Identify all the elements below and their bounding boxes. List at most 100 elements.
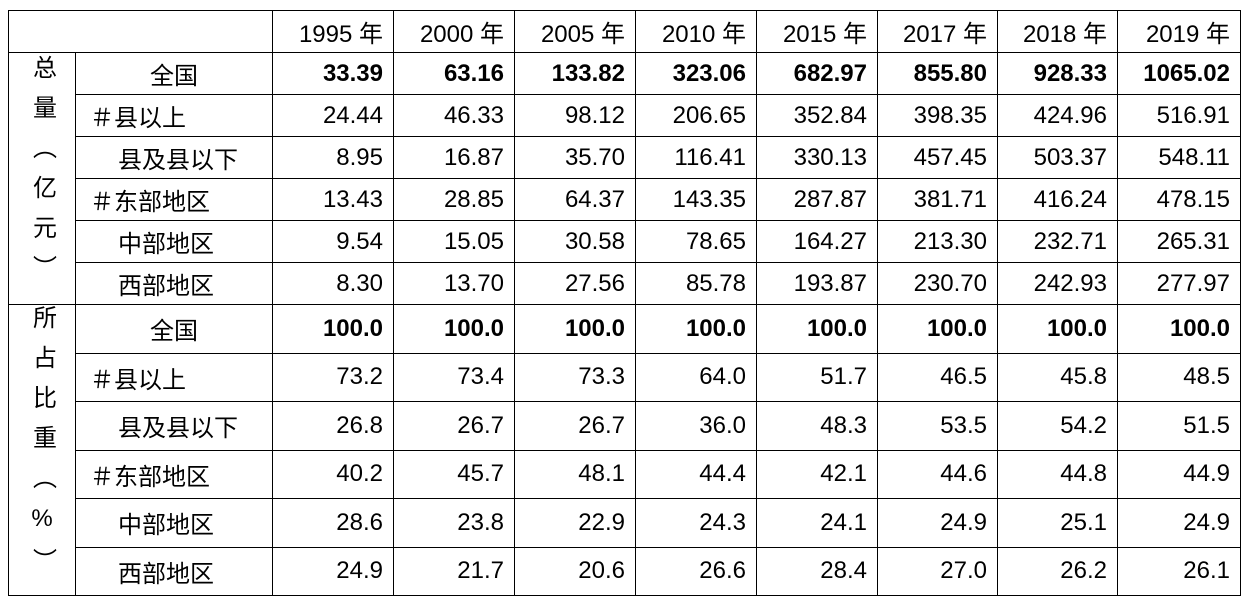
row-label: ＃东部地区 (75, 178, 273, 221)
year-header: 1995 年 (272, 10, 394, 53)
value-cell: 424.96 (997, 94, 1118, 137)
value-cell: 24.9 (272, 546, 394, 596)
value-cell: 13.43 (272, 178, 394, 221)
value-cell: 193.87 (756, 262, 878, 305)
value-cell: 24.9 (877, 498, 998, 548)
value-cell: 48.5 (1117, 352, 1241, 402)
header-row: 1995 年 2000 年 2005 年 2010 年 2015 年 2017 年 2018… (8, 10, 1241, 53)
value-cell: 213.30 (877, 220, 998, 263)
row-label: 中部地区 (75, 498, 273, 548)
value-cell: 46.33 (393, 94, 515, 137)
value-cell: 9.54 (272, 220, 394, 263)
value-cell: 100.0 (635, 304, 757, 354)
value-cell: 133.82 (514, 52, 636, 95)
value-cell: 265.31 (1117, 220, 1241, 263)
value-cell: 64.37 (514, 178, 636, 221)
value-cell: 26.7 (514, 401, 636, 451)
value-cell: 28.6 (272, 498, 394, 548)
value-cell: 51.7 (756, 352, 878, 402)
value-cell: 44.9 (1117, 449, 1241, 499)
value-cell: 26.8 (272, 401, 394, 451)
row-label: ＃县以上 (75, 94, 273, 137)
value-cell: 42.1 (756, 449, 878, 499)
value-cell: 381.71 (877, 178, 998, 221)
value-cell: 100.0 (514, 304, 636, 354)
data-row: 县及县以下 8.95 16.87 35.70 116.41 330.13 457.45 503… (9, 136, 1241, 179)
year-header: 2005 年 (514, 10, 636, 53)
value-cell: 548.11 (1117, 136, 1241, 179)
year-header: 2019 年 (1117, 10, 1241, 53)
year-header: 2000 年 (393, 10, 515, 53)
value-cell: 98.12 (514, 94, 636, 137)
value-cell: 44.6 (877, 449, 998, 499)
value-cell: 53.5 (877, 401, 998, 451)
value-cell: 85.78 (635, 262, 757, 305)
value-cell: 48.1 (514, 449, 636, 499)
row-label: 县及县以下 (75, 136, 273, 179)
value-cell: 36.0 (635, 401, 757, 451)
row-label: 西部地区 (75, 262, 273, 305)
value-cell: 1065.02 (1117, 52, 1241, 95)
value-cell: 23.8 (393, 498, 515, 548)
group-cell: 所占比重（%） (8, 304, 76, 596)
value-cell: 100.0 (272, 304, 394, 354)
row-label: ＃东部地区 (75, 449, 273, 499)
group-cell: 总量（亿元） (8, 52, 76, 305)
value-cell: 35.70 (514, 136, 636, 179)
value-cell: 26.1 (1117, 546, 1241, 596)
value-cell: 44.8 (997, 449, 1118, 499)
data-row: 中部地区 9.54 15.05 30.58 78.65 164.27 213.30 232.7… (9, 220, 1241, 263)
year-header: 2017 年 (877, 10, 998, 53)
value-cell: 26.2 (997, 546, 1118, 596)
row-label: 全国 (75, 52, 273, 95)
data-row: 中部地区 28.6 23.8 22.9 24.3 24.1 24.9 25.1 24.9 (9, 498, 1241, 548)
value-cell: 40.2 (272, 449, 394, 499)
value-cell: 242.93 (997, 262, 1118, 305)
data-row: 县及县以下 26.8 26.7 26.7 36.0 48.3 53.5 54.2 51.5 (9, 401, 1241, 451)
value-cell: 73.4 (393, 352, 515, 402)
data-row: 总量（亿元） 全国 33.39 63.16 133.82 323.06 682.97 855.… (8, 52, 1241, 305)
data-row: ＃县以上 73.2 73.4 73.3 64.0 51.7 46.5 45.8 48.5 (9, 352, 1241, 402)
data-table: 1995 年 2000 年 2005 年 2010 年 2015 年 2017 年 2018… (8, 10, 1241, 596)
value-cell: 73.2 (272, 352, 394, 402)
value-cell: 25.1 (997, 498, 1118, 548)
value-cell: 100.0 (756, 304, 878, 354)
data-row: ＃东部地区 40.2 45.7 48.1 44.4 42.1 44.6 44.8 44.9 (9, 449, 1241, 499)
value-cell: 45.7 (393, 449, 515, 499)
year-header: 2018 年 (997, 10, 1118, 53)
value-cell: 24.1 (756, 498, 878, 548)
value-cell: 24.44 (272, 94, 394, 137)
value-cell: 478.15 (1117, 178, 1241, 221)
value-cell: 78.65 (635, 220, 757, 263)
value-cell: 330.13 (756, 136, 878, 179)
value-cell: 73.3 (514, 352, 636, 402)
row-label: ＃县以上 (75, 352, 273, 402)
value-cell: 33.39 (272, 52, 394, 95)
value-cell: 28.4 (756, 546, 878, 596)
row-label: 中部地区 (75, 220, 273, 263)
value-cell: 352.84 (756, 94, 878, 137)
value-cell: 682.97 (756, 52, 878, 95)
table-body: 1995 年 2000 年 2005 年 2010 年 2015 年 2017 年 2018… (8, 10, 1241, 596)
value-cell: 287.87 (756, 178, 878, 221)
value-cell: 457.45 (877, 136, 998, 179)
value-cell: 20.6 (514, 546, 636, 596)
value-cell: 44.4 (635, 449, 757, 499)
value-cell: 26.6 (635, 546, 757, 596)
value-cell: 164.27 (756, 220, 878, 263)
data-row: 西部地区 24.9 21.7 20.6 26.6 28.4 27.0 26.2 26.1 (9, 546, 1241, 596)
value-cell: 277.97 (1117, 262, 1241, 305)
value-cell: 230.70 (877, 262, 998, 305)
value-cell: 232.71 (997, 220, 1118, 263)
data-row: 西部地区 8.30 13.70 27.56 85.78 193.87 230.70 242.9… (9, 262, 1241, 305)
value-cell: 48.3 (756, 401, 878, 451)
row-label: 西部地区 (75, 546, 273, 596)
value-cell: 855.80 (877, 52, 998, 95)
value-cell: 100.0 (393, 304, 515, 354)
group-label: 总量（亿元） (28, 55, 56, 295)
value-cell: 100.0 (1117, 304, 1241, 354)
year-header: 2015 年 (756, 10, 878, 53)
value-cell: 13.70 (393, 262, 515, 305)
value-cell: 28.85 (393, 178, 515, 221)
value-cell: 928.33 (997, 52, 1118, 95)
